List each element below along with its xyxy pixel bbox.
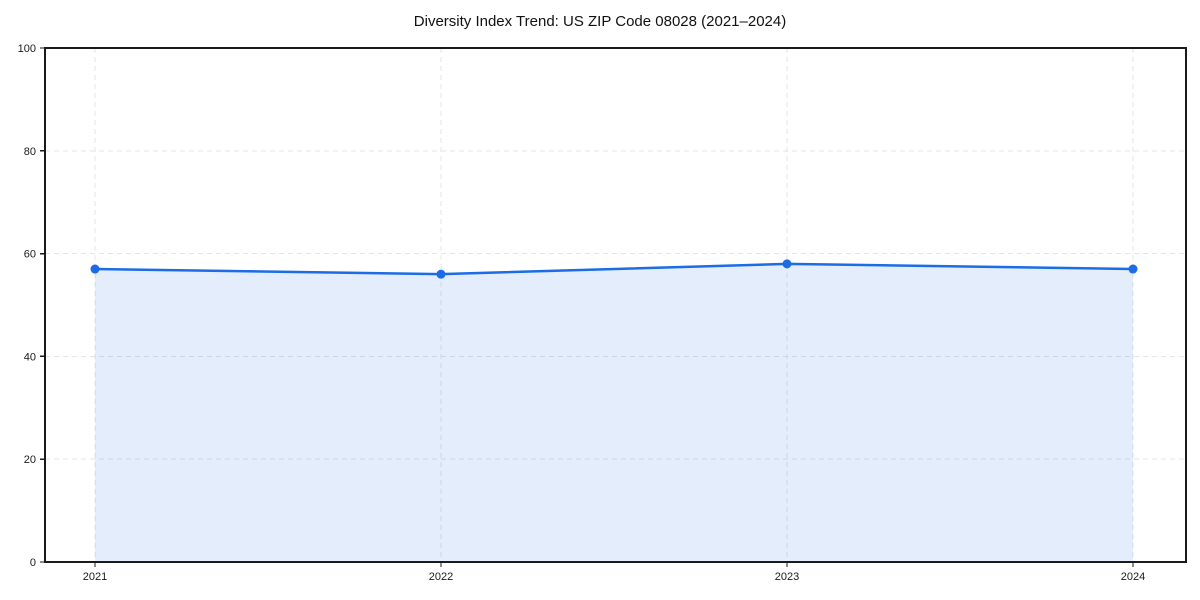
y-tick-label: 20 — [24, 454, 36, 466]
x-tick-label: 2023 — [775, 571, 799, 583]
series-line — [93, 262, 1135, 276]
series-area — [95, 263, 1133, 562]
y-tick-label: 100 — [18, 43, 36, 55]
data-point-marker — [782, 259, 792, 269]
chart-title: Diversity Index Trend: US ZIP Code 08028… — [413, 13, 787, 30]
x-tick-label: 2021 — [83, 571, 107, 583]
plot-box — [44, 47, 1187, 563]
y-tick-label: 40 — [24, 351, 36, 363]
data-point-marker — [90, 264, 100, 274]
data-point-marker — [1128, 264, 1138, 274]
y-tick-label: 60 — [24, 249, 36, 261]
y-tick-label: 0 — [30, 557, 36, 569]
x-tick-label: 2022 — [429, 571, 453, 583]
x-tick-label: 2024 — [1121, 571, 1145, 583]
data-point-marker — [436, 269, 446, 279]
y-tick-label: 80 — [24, 146, 36, 158]
